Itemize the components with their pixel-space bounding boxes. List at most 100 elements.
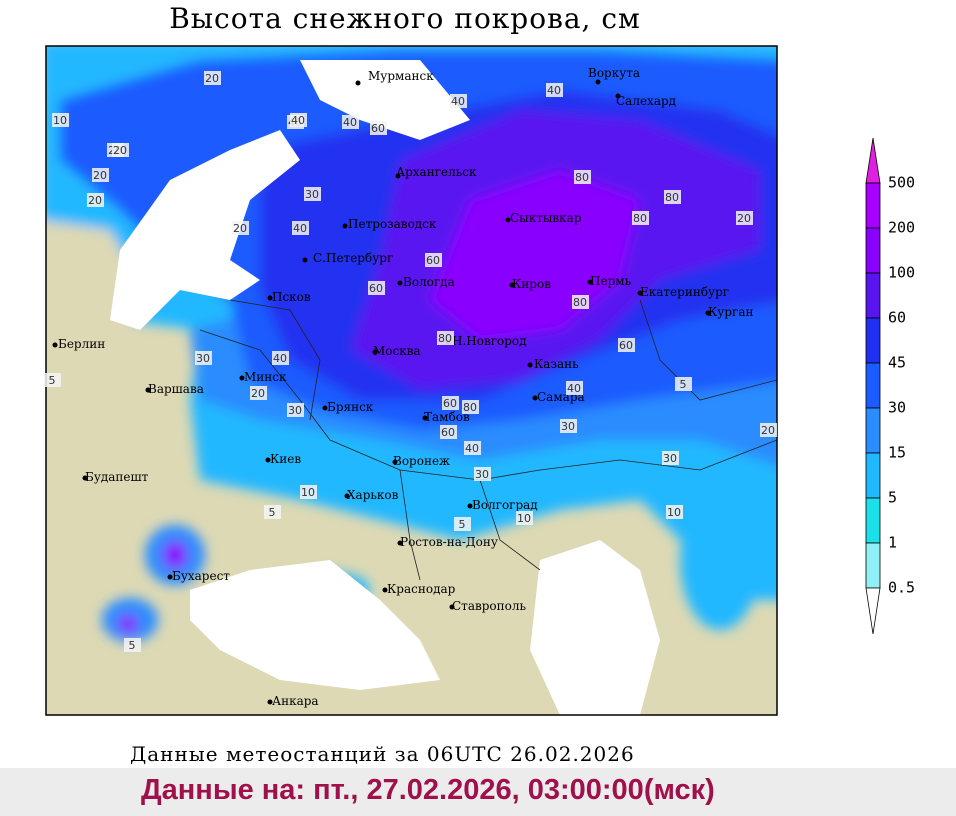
city-dot	[355, 80, 361, 86]
contour-label-box	[87, 193, 104, 207]
contour-label: 30	[288, 404, 302, 417]
legend-swatch	[865, 362, 881, 409]
contour-label: 20	[93, 169, 107, 182]
city-label: Волгоград	[472, 498, 538, 512]
city-dot	[397, 540, 403, 546]
contour-label: 40	[343, 116, 357, 129]
contour-label-box	[292, 221, 309, 235]
legend-swatch	[865, 407, 881, 454]
contour-label: 5	[49, 374, 56, 387]
contour-label-box	[124, 638, 141, 652]
source-note: Данные метеостанций за 06UTC 26.02.2026	[130, 742, 635, 766]
contour-label-box	[572, 295, 589, 309]
contour-label: 80	[573, 296, 587, 309]
contour-label: 60	[426, 254, 440, 267]
labels: Мурманск Воркута Салехард Архангельск Петроз…	[44, 66, 777, 708]
city-label: Н.Новгород	[452, 334, 527, 348]
contour-label-box	[272, 351, 289, 365]
contour-label: 30	[475, 468, 489, 481]
legend-top-arrow	[865, 137, 881, 184]
city-dot	[637, 290, 643, 296]
city-dot	[467, 503, 473, 509]
contour-label: 60	[619, 339, 633, 352]
title: Высота снежного покрова, см	[169, 2, 641, 35]
city-label: Екатеринбург	[640, 285, 729, 299]
city-dot	[372, 349, 378, 355]
legend-label: 60	[888, 309, 906, 327]
city-label: Будапешт	[85, 470, 149, 484]
contour-label: 40	[567, 382, 581, 395]
city-dot	[344, 493, 350, 499]
legend-swatch	[865, 182, 881, 229]
city-label: С.Петербург	[313, 251, 393, 265]
city-dot	[239, 375, 245, 381]
city-label: Архангельск	[396, 165, 477, 179]
contour-label-box	[442, 396, 459, 410]
city-dot	[422, 415, 428, 421]
city-dot	[82, 475, 88, 481]
contour-label-box	[618, 338, 635, 352]
contour-label: 40	[273, 352, 287, 365]
contour-label-box	[675, 377, 692, 391]
white-sea	[300, 60, 470, 140]
map-area	[46, 46, 777, 715]
caspian-sea	[530, 540, 660, 715]
city-label: Псков	[272, 290, 311, 304]
city-label: Киров	[512, 277, 551, 291]
contour-label-box	[760, 423, 777, 437]
contour-label-box	[662, 451, 679, 465]
contour-label-box	[204, 71, 221, 85]
contour-label-box	[516, 511, 533, 525]
legend-swatch	[865, 272, 881, 319]
city-label: Анкара	[272, 694, 319, 708]
contour-label-box	[574, 170, 591, 184]
legend-label: 1	[888, 534, 897, 552]
city-dot	[532, 395, 538, 401]
contour-label: 5	[459, 518, 466, 531]
legend-swatch	[865, 542, 881, 589]
city-dot	[382, 587, 388, 593]
contour-label: 60	[369, 282, 383, 295]
city-dot	[449, 604, 455, 610]
contour-label-box	[440, 425, 457, 439]
city-label: Воркута	[588, 66, 640, 80]
city-label: Сыктывкар	[510, 211, 582, 225]
contour-label-box	[454, 517, 471, 531]
city-label: Минск	[244, 370, 287, 384]
city-label: Пермь	[590, 274, 632, 288]
city-dot	[395, 173, 401, 179]
city-label: Брянск	[327, 400, 374, 414]
contour-label-box	[264, 505, 281, 519]
city-dot	[527, 362, 533, 368]
contour-label-box	[342, 115, 359, 129]
city-label: Ставрополь	[452, 599, 526, 613]
city-dot	[267, 295, 273, 301]
city-label: Варшава	[148, 382, 204, 396]
city-label: Берлин	[58, 337, 105, 351]
contour-label-box	[250, 386, 267, 400]
contour-label-box	[664, 190, 681, 204]
contour-label: 30	[561, 420, 575, 433]
city-label: Воронеж	[393, 454, 450, 468]
legend-swatch	[865, 452, 881, 499]
city-dot	[167, 574, 173, 580]
contour-label-box	[462, 400, 479, 414]
contour-label: 10	[301, 486, 315, 499]
city-label: Мурманск	[368, 69, 434, 83]
contour-label-box	[304, 187, 321, 201]
city-label: Салехард	[616, 94, 676, 108]
contour-label-box	[450, 94, 467, 108]
city-dot	[392, 459, 398, 465]
contour-label-box	[464, 441, 481, 455]
contour-label: 20	[113, 144, 127, 157]
contour-label-box	[632, 211, 649, 225]
legend-label: 200	[888, 219, 915, 237]
city-label: Вологда	[403, 275, 455, 289]
contour-label: 10	[53, 114, 67, 127]
contour-label-box	[425, 253, 442, 267]
map: 500 200 100 60 45 30 15 5 1 0.5 Мурманск Воркута Са…	[44, 45, 915, 716]
footer-bar: Данные на: пт., 27.02.2026, 03:00:00(мск…	[0, 768, 956, 816]
contour-label: 10	[667, 506, 681, 519]
city-label: Казань	[534, 357, 579, 371]
city-label: Курган	[708, 305, 753, 319]
